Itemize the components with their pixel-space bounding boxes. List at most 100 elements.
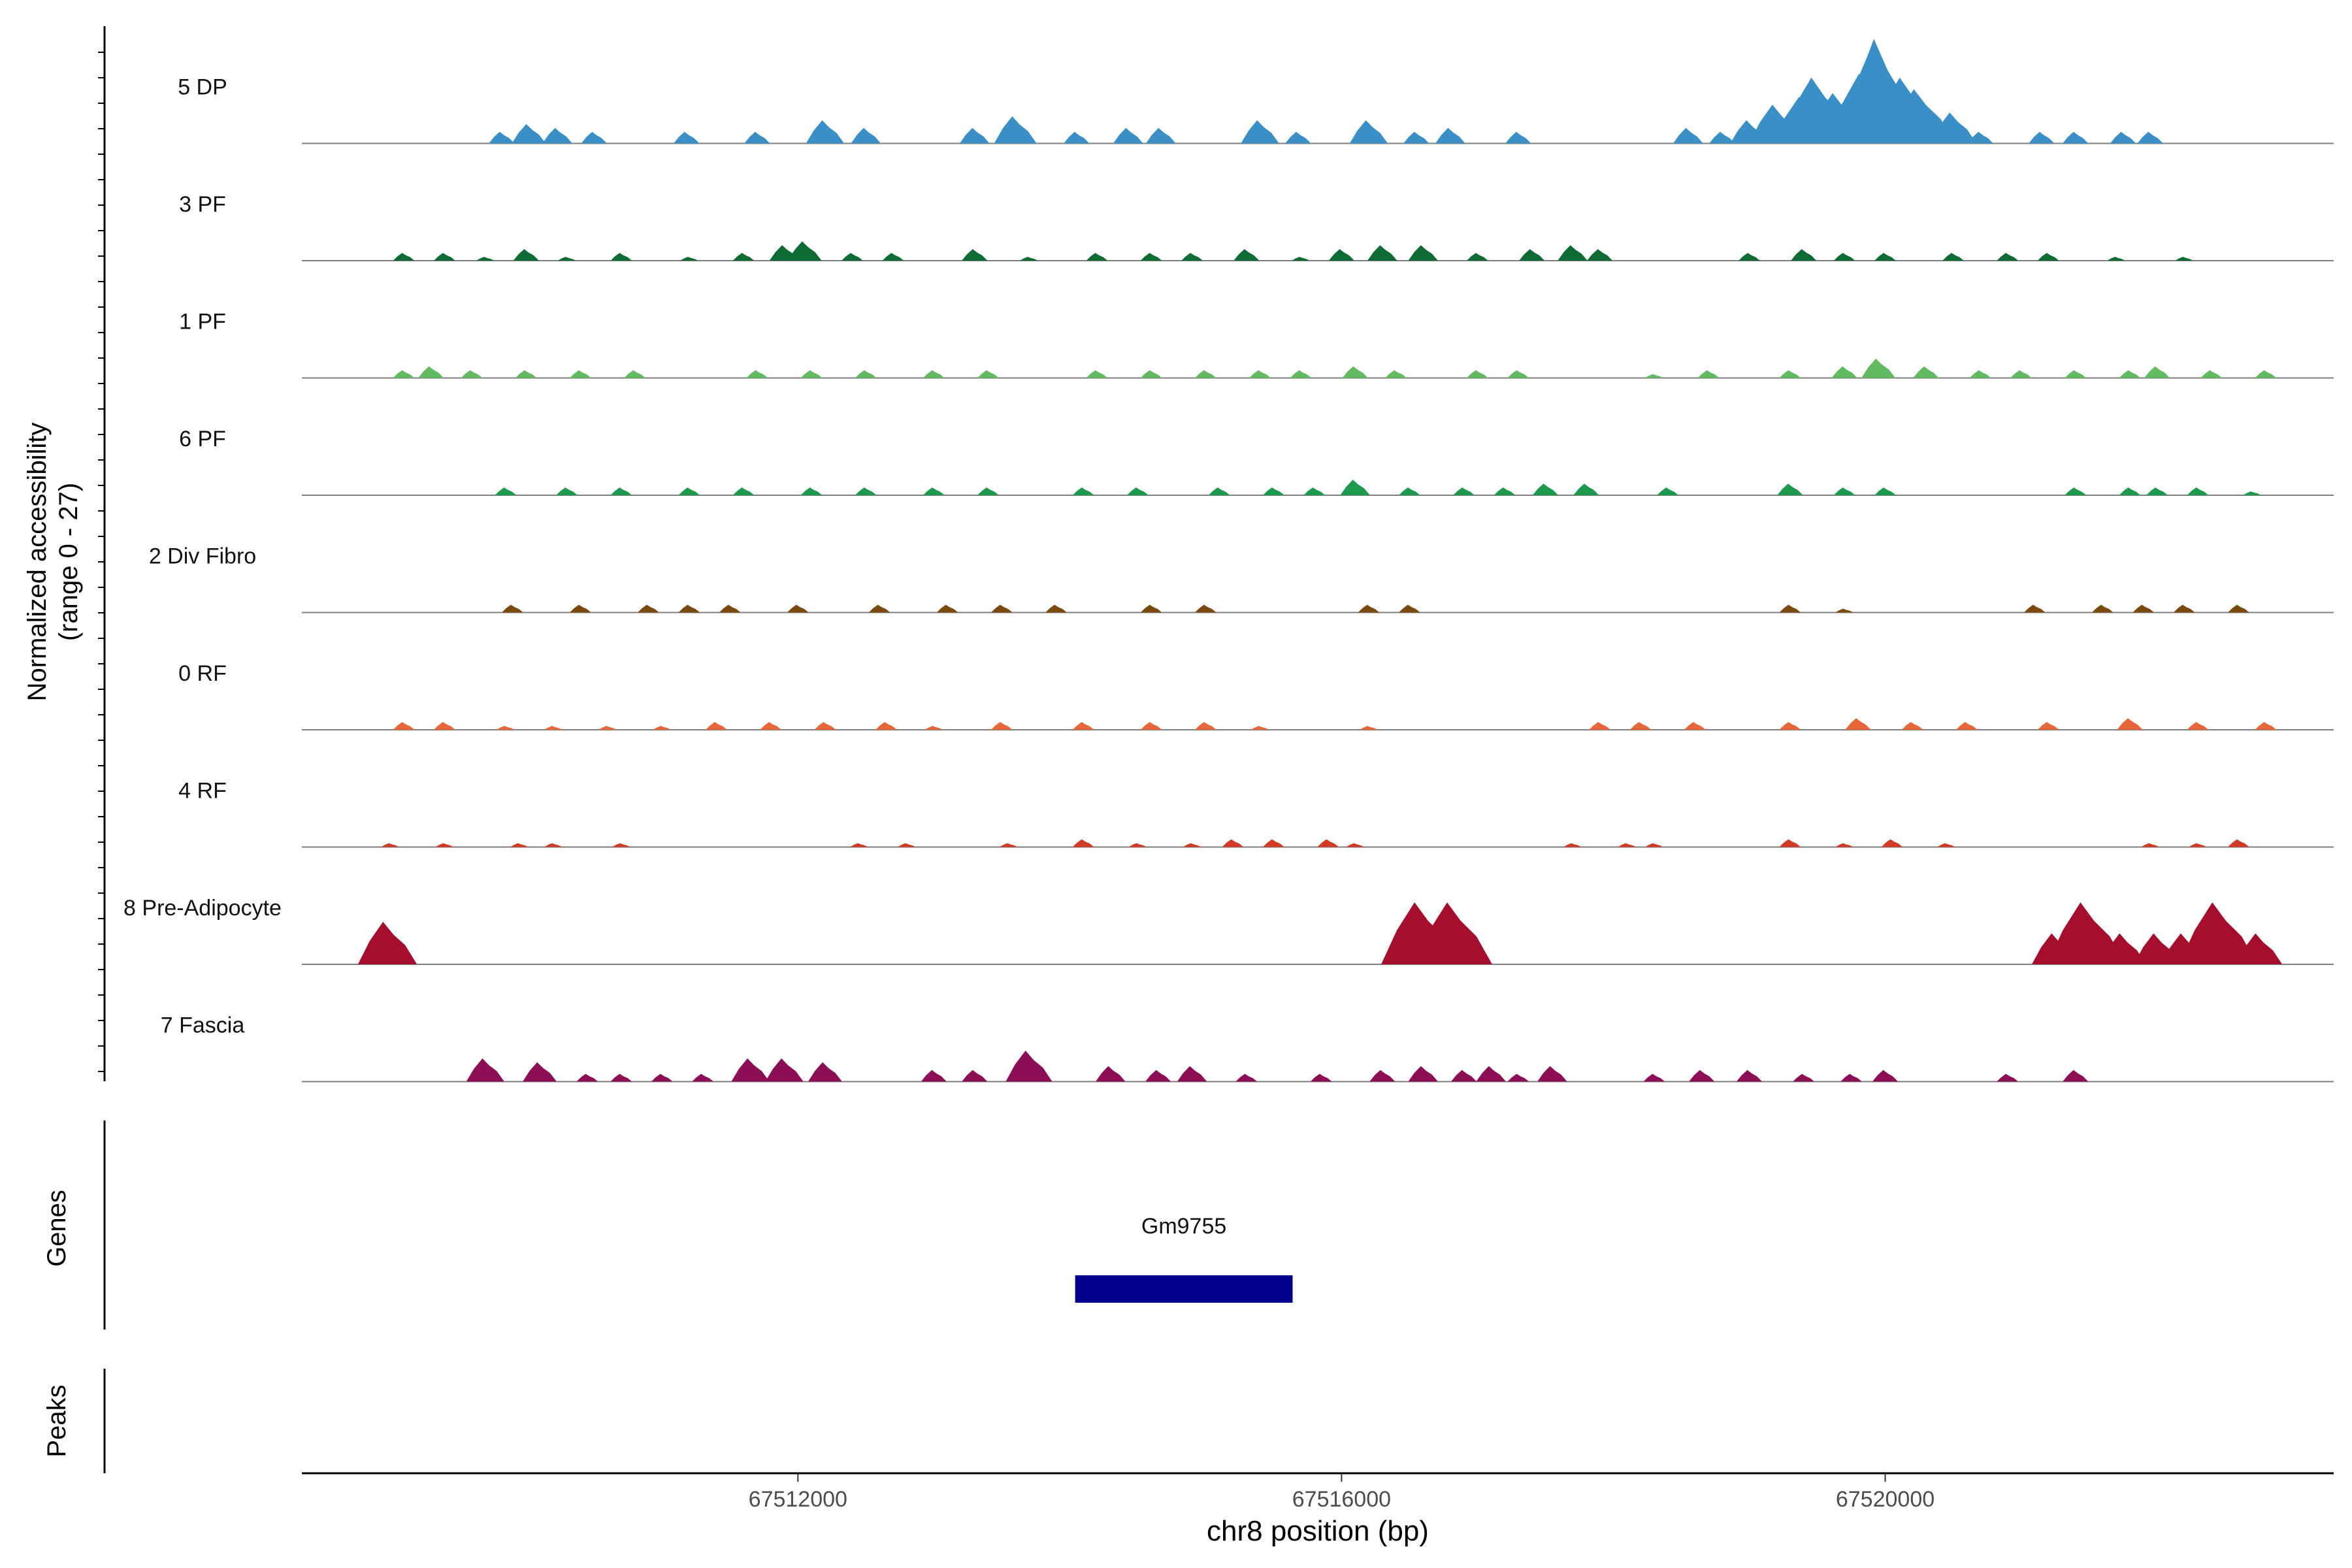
y-axis-label: Normalized accessibility (23, 423, 52, 702)
track-label: 3 PF (179, 192, 226, 217)
coverage-peak (1507, 1073, 1529, 1082)
coverage-peak (1505, 131, 1531, 144)
coverage-peak (990, 722, 1013, 730)
track-label: 8 Pre-Adipocyte (123, 896, 282, 921)
coverage-peak (2065, 370, 2087, 378)
gene-body (1075, 1275, 1293, 1303)
track-1-pf: 1 PF (179, 310, 2334, 379)
coverage-peak (1140, 722, 1162, 730)
coverage-peak (1874, 253, 1896, 261)
coverage-peak (765, 1058, 804, 1082)
coverage-peak (1222, 839, 1244, 847)
coverage-peak (1435, 127, 1465, 144)
coverage-peak (923, 370, 945, 378)
track-label: 6 PF (179, 427, 226, 451)
coverage-peak (2119, 487, 2141, 495)
coverage-peak (1233, 249, 1260, 261)
coverage-peak (1874, 487, 1896, 495)
track-label: 1 PF (179, 310, 226, 335)
coverage-peak (1290, 370, 1312, 378)
coverage-peak (2227, 604, 2249, 613)
track-7-fascia: 7 Fascia (161, 1013, 2334, 1083)
coverage-peak (1208, 487, 1230, 495)
track-2-div-fibro: 2 Div Fibro (149, 544, 2334, 613)
track-label: 5 DP (178, 75, 227, 100)
coverage-peak (1558, 245, 1588, 261)
coverage-peak (1777, 483, 1803, 495)
coverage-peak (1250, 726, 1269, 730)
coverage-peak (1589, 722, 1611, 730)
coverage-peak (2037, 253, 2059, 261)
coverage-peak (1537, 1066, 1567, 1082)
coverage-peak (1736, 1070, 1763, 1082)
coverage-peak (1072, 487, 1094, 495)
coverage-peak (1451, 1070, 1477, 1082)
x-axis-label: chr8 position (bp) (1207, 1515, 1429, 1547)
coverage-peak (1629, 722, 1652, 730)
coverage-peak (1403, 131, 1429, 144)
coverage-peak (523, 1062, 557, 1082)
track-label: 4 RF (178, 779, 227, 804)
coverage-peak (1285, 131, 1311, 144)
coverage-peak (612, 843, 630, 847)
coverage-peak (1563, 843, 1582, 847)
coverage-peak (2200, 370, 2223, 378)
coverage-peak (556, 487, 578, 495)
track-label: 7 Fascia (161, 1013, 245, 1038)
coverage-peak (1072, 722, 1094, 730)
coverage-peak (1453, 487, 1475, 495)
coverage-peak (849, 843, 868, 847)
coverage-peak (515, 370, 537, 378)
coverage-peak (1494, 487, 1516, 495)
coverage-peak (638, 604, 659, 613)
coverage-peak (678, 604, 700, 613)
coverage-peak (1194, 370, 1217, 378)
coverage-peak (1831, 366, 1857, 378)
coverage-peak (1673, 127, 1703, 144)
track-3-pf: 3 PF (179, 192, 2334, 261)
coverage-peak (1644, 843, 1663, 847)
coverage-peak (732, 487, 755, 495)
coverage-peak (2063, 1070, 2089, 1082)
coverage-peak (1140, 370, 1162, 378)
coverage-peak (1408, 245, 1439, 261)
coverage-peak (2173, 604, 2195, 613)
coverage-peak (1840, 1073, 1862, 1082)
coverage-peak (2141, 843, 2160, 847)
x-tick-label: 67520000 (1836, 1487, 1935, 1512)
coverage-peak (1342, 366, 1368, 378)
coverage-peak (692, 1073, 714, 1082)
coverage-peak (1467, 253, 1488, 261)
coverage-peak (1262, 487, 1284, 495)
coverage-peak (2243, 491, 2262, 495)
coverage-peak (570, 370, 591, 378)
track-label: 2 Div Fibro (149, 544, 256, 569)
genes-panel: Gm9755 (103, 1120, 1293, 1330)
coverage-peak (1779, 604, 1801, 613)
coverage-peak (495, 487, 517, 495)
coverage-peak (800, 487, 823, 495)
coverage-peak (576, 1073, 598, 1082)
coverage-peak (1086, 370, 1108, 378)
coverage-peak (2255, 370, 2277, 378)
coverage-peak (814, 722, 836, 730)
coverage-peak (513, 249, 539, 261)
coverage-peak (435, 843, 454, 847)
coverage-peak (2107, 257, 2126, 261)
coverage-peak (489, 131, 515, 144)
coverage-peak (1385, 370, 1407, 378)
coverage-peak (1861, 358, 1896, 378)
coverage-peak (1346, 843, 1365, 847)
coverage-peak (1360, 726, 1379, 730)
coverage-peak (924, 726, 943, 730)
coverage-peak (2175, 257, 2194, 261)
coverage-peak (2047, 902, 2126, 964)
coverage-peak (610, 1073, 632, 1082)
coverage-peak (418, 366, 444, 378)
coverage-peak (1177, 1066, 1207, 1082)
coverage-peak (1358, 604, 1380, 613)
coverage-peak (1249, 370, 1271, 378)
coverage-peak (1937, 843, 1956, 847)
coverage-peak (855, 370, 877, 378)
